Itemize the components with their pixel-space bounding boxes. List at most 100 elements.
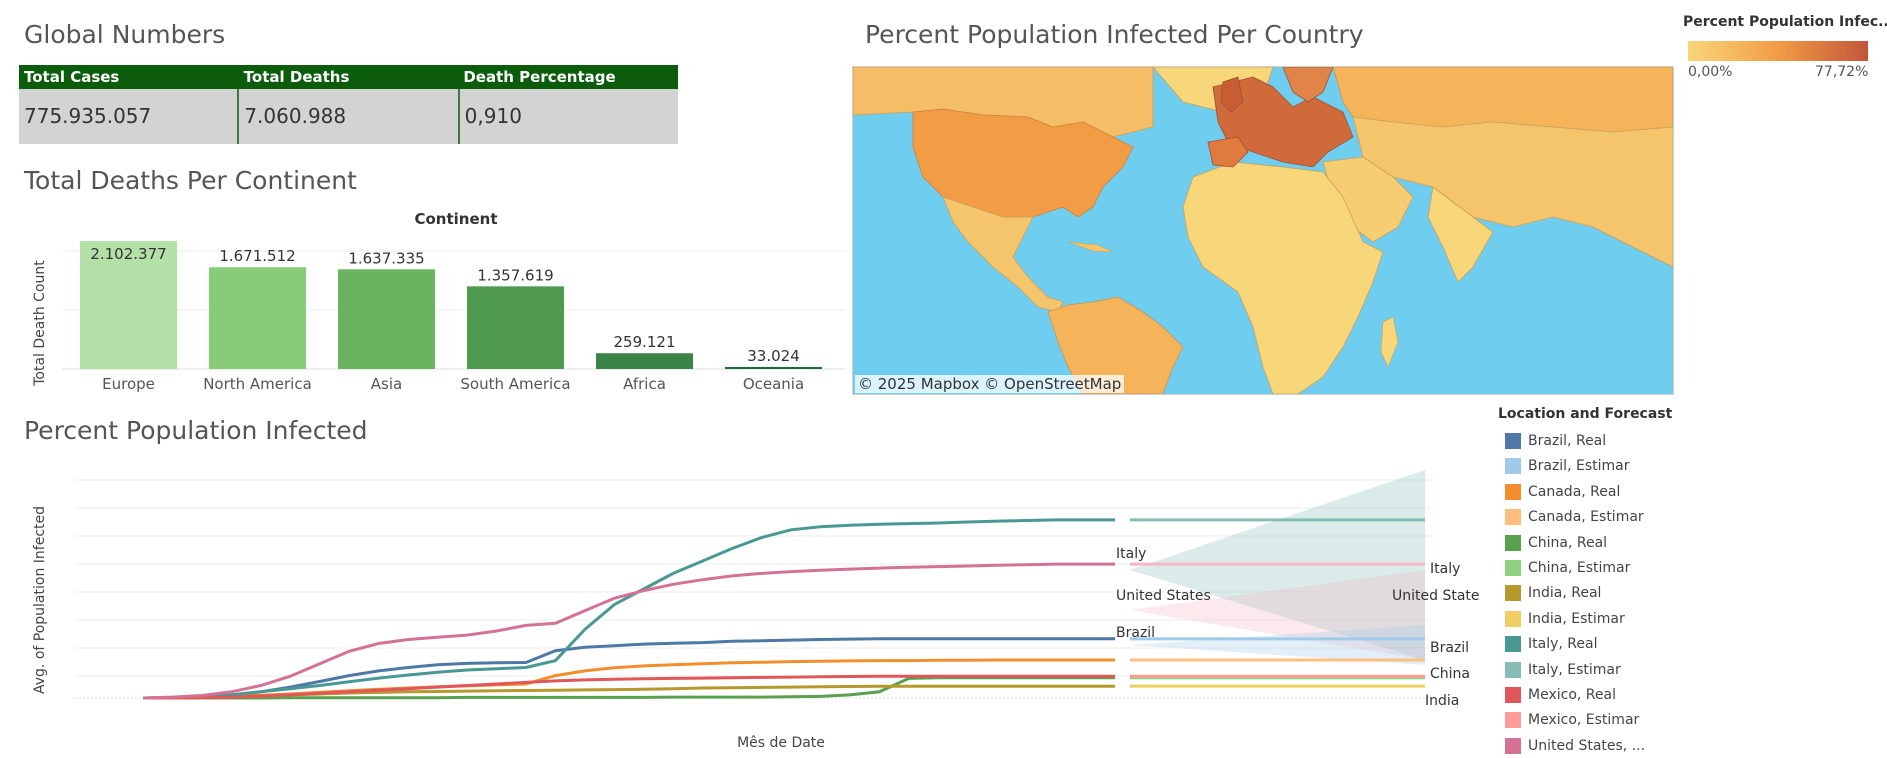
- legend-label: China, Real: [1528, 534, 1608, 551]
- legend-item[interactable]: United States, ...: [1505, 737, 1645, 755]
- bar-category-label: Africa: [623, 375, 666, 393]
- legend-label: India, Estimar: [1528, 610, 1625, 627]
- legend-item[interactable]: Brazil, Real: [1505, 432, 1606, 450]
- legend-swatch: [1505, 610, 1521, 627]
- legend-label: Italy, Estimar: [1528, 661, 1621, 678]
- global-numbers-table: Total Cases Total Deaths Death Percentag…: [19, 65, 678, 144]
- value-total-deaths[interactable]: 7.060.988: [237, 89, 457, 144]
- infected-line-chart: Avg. of Population Infected Mês de Date …: [32, 470, 1480, 751]
- legend-item[interactable]: Canada, Real: [1505, 483, 1620, 501]
- legend-label: Mexico, Real: [1528, 687, 1616, 703]
- south-america-region[interactable]: [1047, 296, 1184, 394]
- infected-chart-title: Percent Population Infected: [24, 416, 368, 445]
- legend-item[interactable]: Italy, Estimar: [1505, 661, 1621, 679]
- legend-swatch: [1505, 560, 1521, 576]
- map-credit: © 2025 Mapbox © OpenStreetMap: [855, 375, 1125, 393]
- legend-item[interactable]: China, Real: [1505, 534, 1607, 552]
- map-svg: [853, 67, 1673, 394]
- bar-asia[interactable]: [338, 269, 435, 369]
- uk-region[interactable]: [1220, 76, 1244, 113]
- legend-swatch: [1505, 737, 1521, 754]
- legend-item[interactable]: China, Estimar: [1505, 559, 1630, 577]
- legend-swatch: [1505, 458, 1521, 475]
- legend-item[interactable]: Mexico, Real: [1505, 686, 1616, 704]
- bar-value-label: 33.024: [747, 347, 800, 365]
- legend-swatch: [1505, 509, 1521, 526]
- cuba-region[interactable]: [1067, 241, 1114, 253]
- global-numbers-header: Total Cases Total Deaths Death Percentag…: [19, 65, 678, 89]
- bar-category-label: North America: [203, 375, 312, 393]
- legend-swatch: [1505, 585, 1521, 602]
- legend-item[interactable]: Mexico, Estimar: [1505, 711, 1639, 729]
- bar-value-label: 1.637.335: [348, 249, 424, 267]
- legend-swatch: [1505, 661, 1521, 678]
- deaths-chart-title: Total Deaths Per Continent: [24, 166, 357, 195]
- legend-label: Brazil, Real: [1528, 433, 1607, 449]
- legend-label: Italy, Real: [1528, 636, 1598, 653]
- legend-label: United States, ...: [1528, 737, 1646, 754]
- line-chart-xlabel: Mês de Date: [737, 735, 825, 751]
- deaths-bar-chart: Continent Total Death Count 2.102.377 Eur…: [32, 210, 845, 393]
- legend-label: India, Real: [1528, 585, 1602, 602]
- legend-swatch: [1505, 433, 1521, 449]
- india-region[interactable]: [1427, 186, 1494, 283]
- legend-swatch: [1505, 687, 1521, 703]
- line-label-us: United States: [1116, 588, 1211, 604]
- line-china-real[interactable]: [143, 676, 1115, 700]
- header-death-percentage: Death Percentage: [463, 68, 616, 86]
- value-total-cases[interactable]: 775.935.057: [24, 104, 152, 128]
- map-color-scale[interactable]: [1688, 41, 1868, 61]
- bar-value-label: 1.671.512: [219, 247, 295, 265]
- bar-value-label: 259.121: [613, 333, 675, 351]
- bar-category-label: Oceania: [743, 375, 804, 393]
- line-italy-real[interactable]: [142, 518, 1115, 700]
- line-end-label-brazil: Brazil: [1430, 640, 1469, 656]
- africa-region[interactable]: [1182, 161, 1384, 394]
- brazil-forecast-band: [1130, 625, 1425, 665]
- madagascar-region[interactable]: [1380, 316, 1399, 368]
- line-chart-ylabel: Avg. of Population Infected: [32, 506, 48, 694]
- bar-value-label: 1.357.619: [477, 266, 553, 284]
- value-death-percentage[interactable]: 0,910: [457, 89, 678, 144]
- infected-legend-title: Location and Forecast: [1498, 406, 1673, 422]
- asia-region[interactable]: [1352, 116, 1673, 268]
- bar-category-label: South America: [460, 375, 570, 393]
- legend-item[interactable]: Canada, Estimar: [1505, 508, 1644, 526]
- line-end-label-italy: Italy: [1430, 561, 1460, 577]
- legend-label: Canada, Estimar: [1528, 509, 1644, 526]
- mexico-region[interactable]: [942, 196, 1064, 313]
- map-legend-title: Percent Population Infec...: [1683, 14, 1887, 30]
- bar-europe[interactable]: [80, 241, 177, 369]
- legend-swatch: [1505, 712, 1521, 729]
- header-total-cases: Total Cases: [24, 68, 120, 86]
- legend-swatch: [1505, 534, 1521, 551]
- bar-value-label: 2.102.377: [90, 245, 166, 263]
- scandinavia-region[interactable]: [1282, 67, 1334, 103]
- line-mexico-real[interactable]: [143, 674, 1115, 700]
- line-end-label-us: United States: [1392, 588, 1480, 604]
- bar-oceania[interactable]: [725, 366, 822, 369]
- legend-label: Brazil, Estimar: [1528, 458, 1630, 475]
- iberia-region[interactable]: [1207, 136, 1249, 168]
- world-map[interactable]: © 2025 Mapbox © OpenStreetMap: [852, 66, 1674, 395]
- map-legend-min: 0,00%: [1688, 64, 1733, 80]
- line-end-label-china: China: [1430, 666, 1470, 682]
- legend-item[interactable]: India, Estimar: [1505, 610, 1625, 628]
- line-brazil-real[interactable]: [142, 637, 1115, 700]
- legend-label: Canada, Real: [1528, 483, 1621, 500]
- bar-north-america[interactable]: [209, 267, 306, 369]
- legend-swatch: [1505, 483, 1521, 500]
- map-title: Percent Population Infected Per Country: [865, 20, 1364, 49]
- bar-chart-header: Continent: [414, 210, 497, 228]
- global-numbers-values: 775.935.057 7.060.988 0,910: [19, 89, 678, 144]
- line-united-states[interactable]: [142, 562, 1115, 700]
- line-label-brazil: Brazil: [1116, 625, 1155, 641]
- map-legend-max: 77,72%: [1815, 64, 1869, 80]
- legend-item[interactable]: India, Real: [1505, 584, 1601, 602]
- bar-south-america[interactable]: [467, 286, 564, 369]
- bar-category-label: Asia: [371, 375, 402, 393]
- bar-chart-ylabel: Total Death Count: [32, 260, 48, 387]
- legend-item[interactable]: Brazil, Estimar: [1505, 457, 1629, 475]
- legend-item[interactable]: Italy, Real: [1505, 635, 1597, 653]
- bar-africa[interactable]: [596, 353, 693, 369]
